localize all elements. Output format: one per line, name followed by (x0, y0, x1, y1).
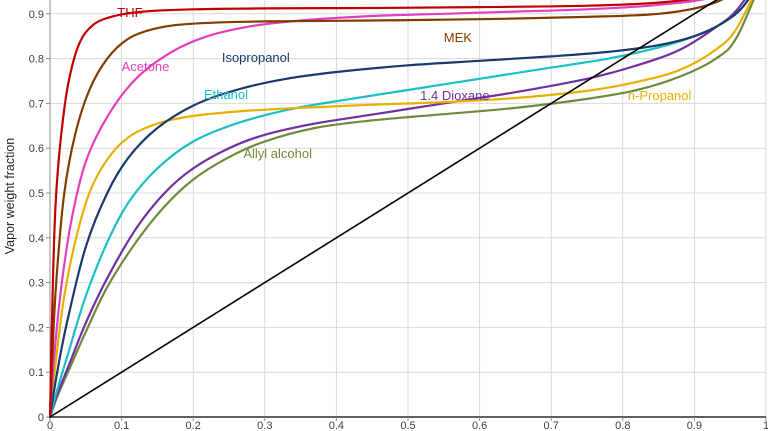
x-tick-label: 0.2 (186, 420, 201, 431)
x-tick-label: 0 (47, 420, 53, 431)
y-tick-label: 0.3 (29, 278, 44, 290)
y-tick-label: 0.7 (29, 98, 44, 110)
series-label-1-4-dioxane: 1.4 Dioxane (420, 88, 489, 103)
series-lines (49, 0, 755, 418)
x-tick-label: 0.3 (257, 420, 272, 431)
y-tick-label: 0.5 (29, 188, 44, 200)
y-axis-title: Vapor weight fraction (3, 138, 17, 255)
series-label-ethanol: Ethanol (204, 87, 248, 102)
y-tick-label: 0.8 (29, 54, 44, 66)
series-labels: Allyl alcohol 1.4 Dioxane Ethanol n-Propano… (117, 5, 691, 161)
y-tick-label: 0.6 (29, 143, 44, 155)
y-tick-label: 0.9 (29, 9, 44, 21)
series-line-n-propanol (49, 0, 753, 418)
y-tick-label: 0.4 (29, 233, 44, 245)
x-tick-label: 0.4 (329, 420, 344, 431)
series-line-allyl-alcohol (49, 0, 755, 418)
series-line-isopropanol (49, 0, 750, 418)
x-tick-label: 0.6 (472, 420, 487, 431)
x-tick-label: 0.7 (544, 420, 559, 431)
series-label-mek: MEK (444, 30, 473, 45)
x-tick-label: 0.9 (687, 420, 702, 431)
series-label-allyl-alcohol: Allyl alcohol (243, 146, 312, 161)
series-label-thf: THF (117, 5, 142, 20)
series-line-y-x-reference (49, 0, 718, 418)
y-tick-label: 0.2 (29, 322, 44, 334)
series-label-n-propanol: n-Propanol (628, 88, 692, 103)
axes (46, 0, 767, 421)
series-label-isopropanol: Isopropanol (222, 50, 290, 65)
y-tick-label: 0 (38, 412, 44, 424)
x-tick-label: 0.1 (114, 420, 129, 431)
series-line-mek (49, 0, 724, 418)
y-tick-label: 0.1 (29, 367, 44, 379)
x-tick-label: 1 (763, 420, 768, 431)
series-line-1-4-dioxane (49, 0, 746, 418)
series-line-acetone (49, 0, 706, 418)
series-line-thf (49, 0, 693, 418)
x-tick-label: 0.8 (615, 420, 630, 431)
x-tick-label: 0.5 (400, 420, 415, 431)
axis-tick-labels: 0 0.1 0.2 0.3 0.4 0.5 0.6 0.7 0.8 0.9 0 0.1 0.2 0.3 0.… (29, 9, 768, 431)
series-label-acetone: Acetone (122, 59, 170, 74)
